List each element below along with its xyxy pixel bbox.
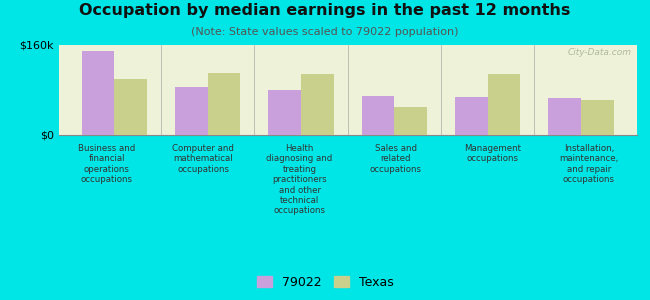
Bar bbox=[175, 87, 208, 135]
Bar bbox=[549, 98, 581, 135]
Bar bbox=[268, 90, 301, 135]
Bar bbox=[82, 51, 114, 135]
Text: (Note: State values scaled to 79022 population): (Note: State values scaled to 79022 popu… bbox=[191, 27, 459, 37]
Text: Installation,
maintenance,
and repair
occupations: Installation, maintenance, and repair oc… bbox=[559, 144, 618, 184]
Bar bbox=[395, 107, 427, 135]
Bar bbox=[581, 100, 614, 135]
Bar bbox=[114, 79, 147, 135]
Text: Occupation by median earnings in the past 12 months: Occupation by median earnings in the pas… bbox=[79, 3, 571, 18]
Bar bbox=[362, 96, 395, 135]
Text: Health
diagnosing and
treating
practitioners
and other
technical
occupations: Health diagnosing and treating practitio… bbox=[266, 144, 333, 215]
Bar bbox=[208, 73, 240, 135]
Text: Business and
financial
operations
occupations: Business and financial operations occupa… bbox=[78, 144, 135, 184]
Bar bbox=[488, 74, 521, 135]
Text: Sales and
related
occupations: Sales and related occupations bbox=[370, 144, 422, 174]
Text: Computer and
mathematical
occupations: Computer and mathematical occupations bbox=[172, 144, 234, 174]
Text: Management
occupations: Management occupations bbox=[464, 144, 521, 164]
Bar bbox=[455, 97, 488, 135]
Text: City-Data.com: City-Data.com bbox=[567, 48, 631, 57]
Legend: 79022, Texas: 79022, Texas bbox=[252, 271, 398, 294]
Bar bbox=[301, 74, 333, 135]
